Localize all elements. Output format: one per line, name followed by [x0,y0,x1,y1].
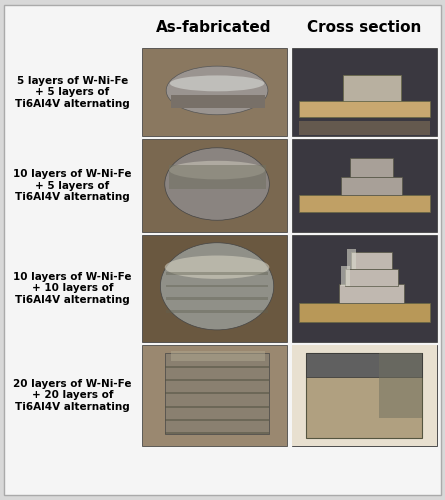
Text: 10 mm: 10 mm [166,114,195,124]
Text: 10 mm: 10 mm [313,320,343,329]
Text: 20 layers of W-Ni-Fe
+ 20 layers of
Ti6Al4V alternating: 20 layers of W-Ni-Fe + 20 layers of Ti6A… [13,379,132,412]
Text: 10 mm: 10 mm [166,423,195,432]
Text: 5 layers of W-Ni-Fe
+ 5 layers of
Ti6Al4V alternating: 5 layers of W-Ni-Fe + 5 layers of Ti6Al4… [15,76,129,109]
Text: (c2): (c2) [295,236,320,246]
Text: (c1): (c1) [145,236,169,246]
Text: As-fabricated: As-fabricated [156,20,272,34]
Text: 10 mm: 10 mm [313,212,343,221]
Text: 10 mm: 10 mm [313,116,343,126]
Text: (a2): (a2) [295,49,320,59]
Text: (a1): (a1) [145,49,170,59]
Text: (d1): (d1) [145,346,170,356]
Text: 10 mm: 10 mm [166,318,195,327]
Text: Cross section: Cross section [307,20,421,34]
Text: (d2): (d2) [295,346,321,356]
Text: 10 mm: 10 mm [166,210,195,219]
Text: (b2): (b2) [295,140,321,150]
Text: 10 layers of W-Ni-Fe
+ 10 layers of
Ti6Al4V alternating: 10 layers of W-Ni-Fe + 10 layers of Ti6A… [13,272,132,305]
Text: 10 layers of W-Ni-Fe
+ 5 layers of
Ti6Al4V alternating: 10 layers of W-Ni-Fe + 5 layers of Ti6Al… [13,170,132,202]
Text: (b1): (b1) [145,140,170,150]
